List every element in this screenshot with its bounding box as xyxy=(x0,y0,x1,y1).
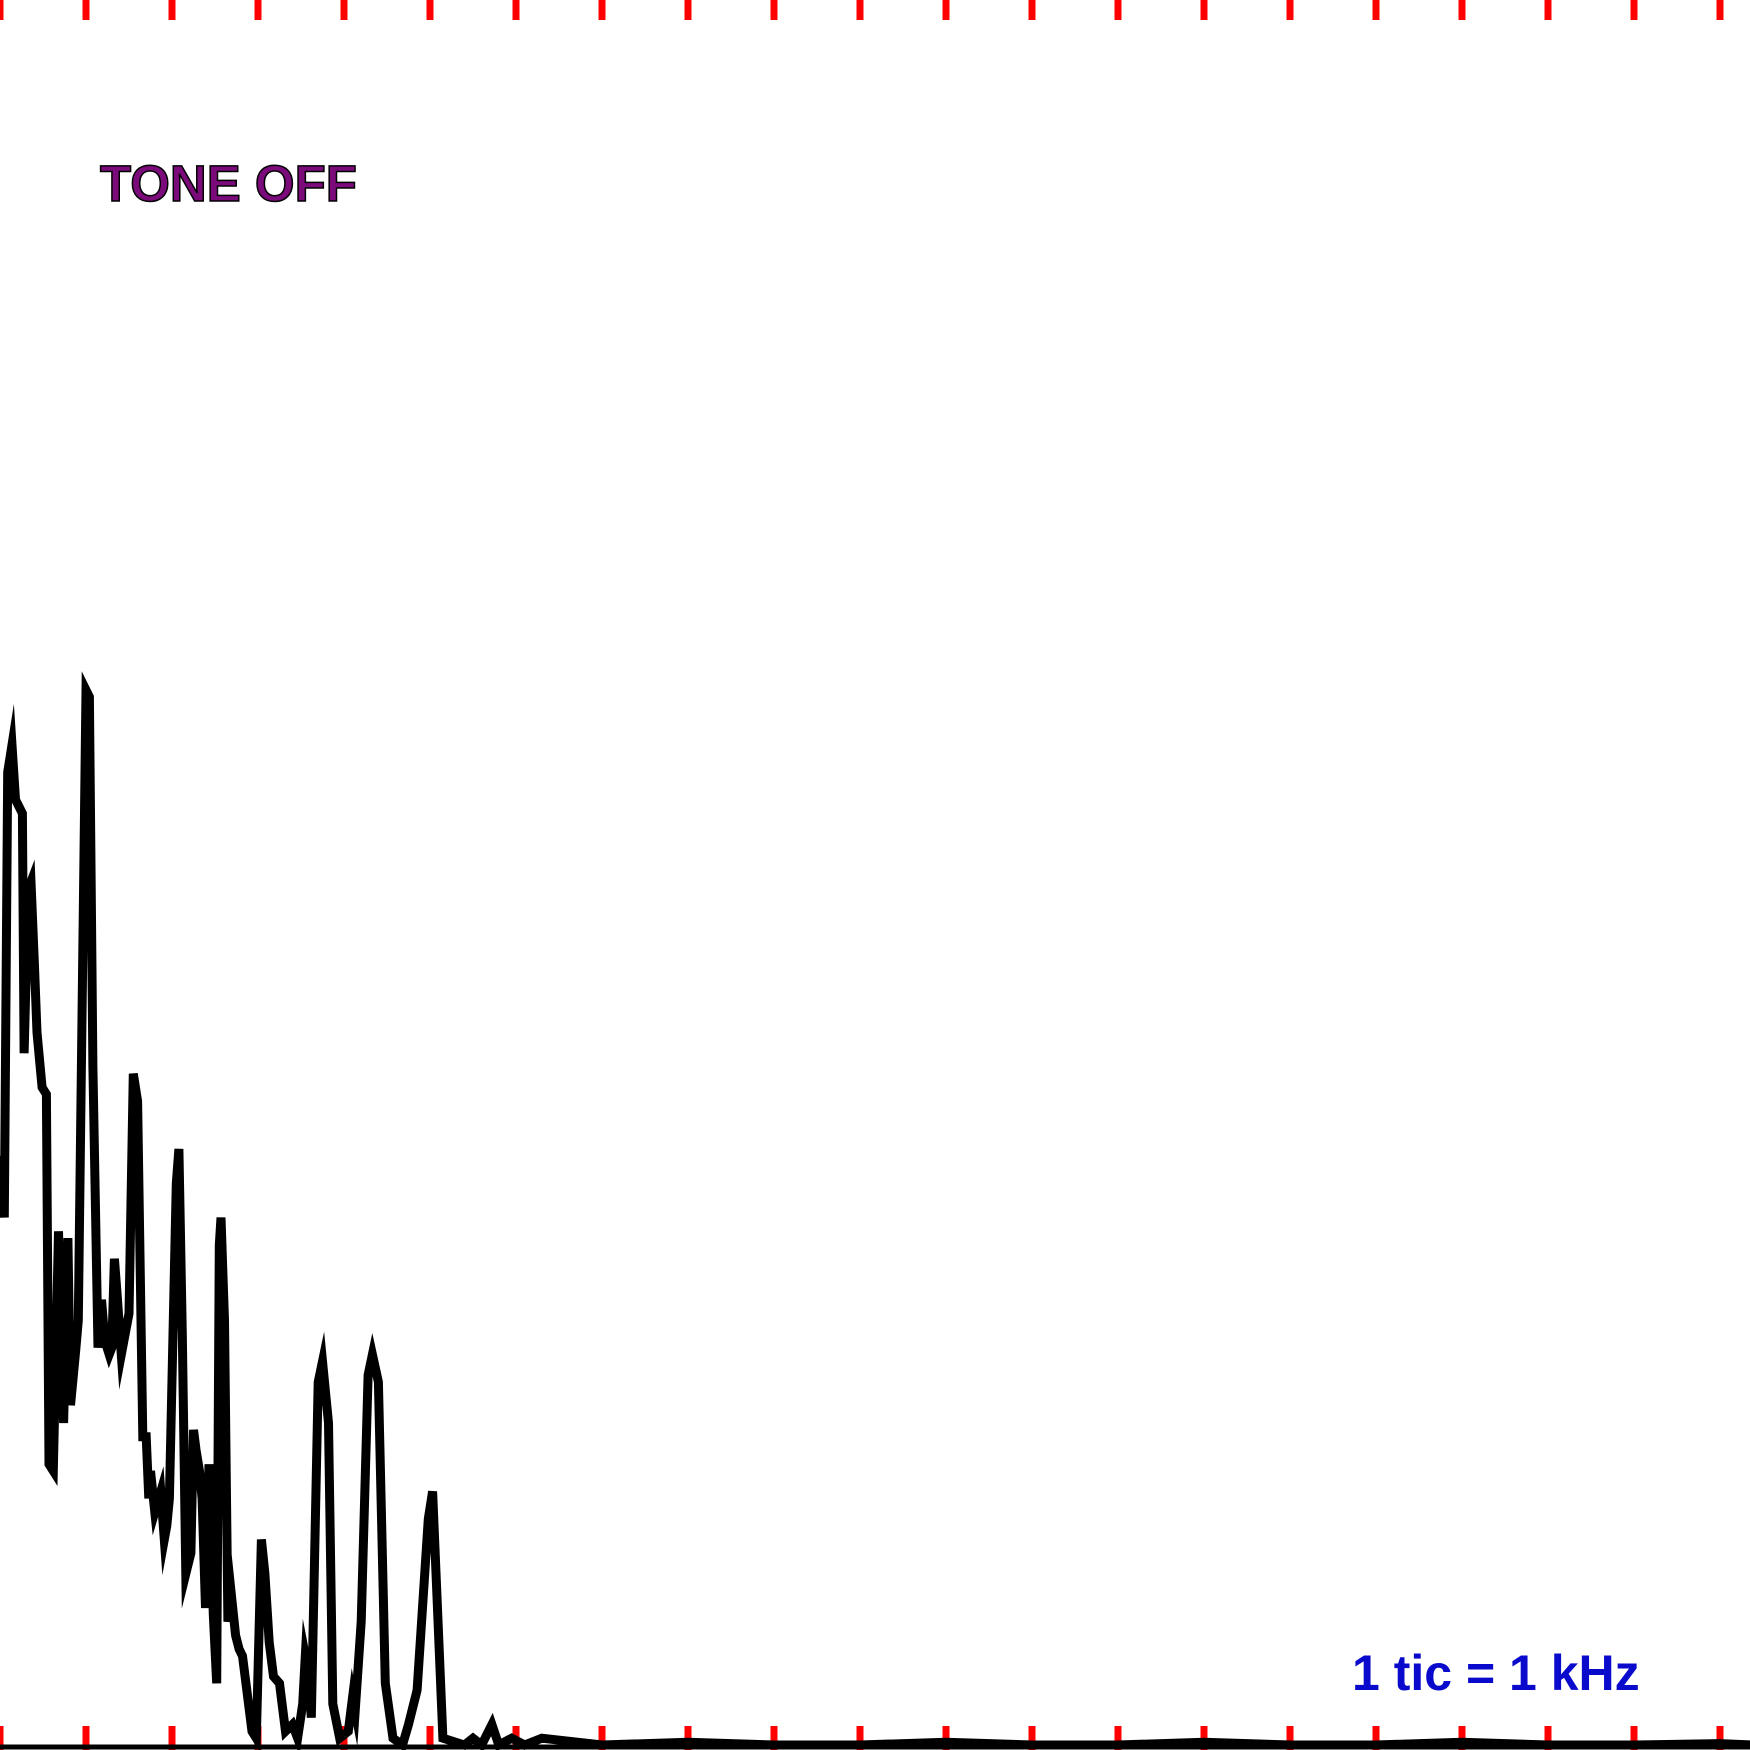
top-tick-row xyxy=(0,0,1724,20)
tick-scale-label: 1 tic = 1 kHz xyxy=(1352,1645,1640,1701)
tone-status-label: TONE OFF xyxy=(100,155,357,212)
spectrum-trace xyxy=(0,671,1750,1750)
